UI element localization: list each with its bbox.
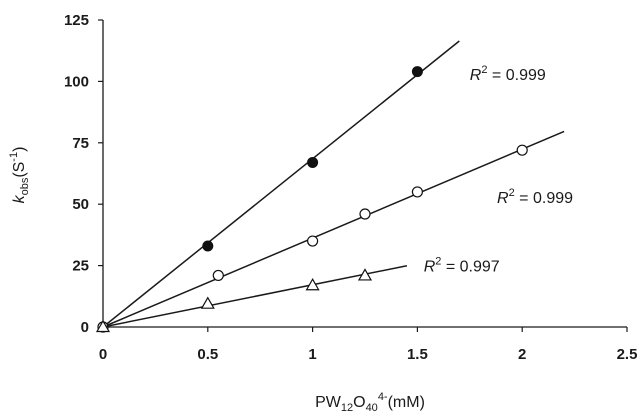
data-point	[411, 66, 423, 78]
data-point	[307, 235, 319, 247]
x-tick-label: 0.5	[197, 346, 218, 363]
x-tick-label: 2.5	[617, 346, 638, 363]
r2-annotation: R2 = 0.999	[470, 64, 546, 84]
r2-annotation: R2 = 0.999	[497, 187, 573, 207]
y-tick-label: 0	[81, 319, 89, 336]
data-point	[212, 269, 224, 282]
x-tick-label: 1	[308, 346, 316, 363]
y-axis-title: kobs(S-1)	[8, 147, 31, 204]
fit-line	[102, 265, 408, 328]
data-point	[307, 156, 319, 168]
data-point	[95, 319, 111, 333]
x-tick-label: 0	[99, 346, 107, 363]
data-point	[359, 208, 371, 220]
y-tick-label: 100	[64, 73, 89, 90]
data-point	[516, 144, 528, 156]
data-point	[411, 186, 423, 198]
data-point	[200, 296, 215, 309]
r2-annotation: R2 = 0.997	[424, 256, 500, 276]
x-tick-label: 2	[518, 346, 526, 363]
y-tick-label: 75	[72, 135, 89, 152]
y-tick-label: 125	[64, 12, 89, 29]
plot-area: 0 0.5 1 1.5 2 2.5 0 25 50 75 100 125 R2 = 0.999 R2 = …	[64, 12, 637, 363]
data-point	[202, 240, 214, 252]
x-tick-label: 1.5	[407, 346, 428, 363]
y-tick-label: 25	[72, 258, 89, 275]
fit-line	[102, 130, 565, 328]
fit-line	[102, 40, 460, 328]
x-axis-title: PW12O404-(mM)	[315, 391, 425, 413]
y-tick-label: 50	[72, 196, 89, 213]
data-point	[305, 278, 320, 291]
data-point	[357, 268, 373, 281]
